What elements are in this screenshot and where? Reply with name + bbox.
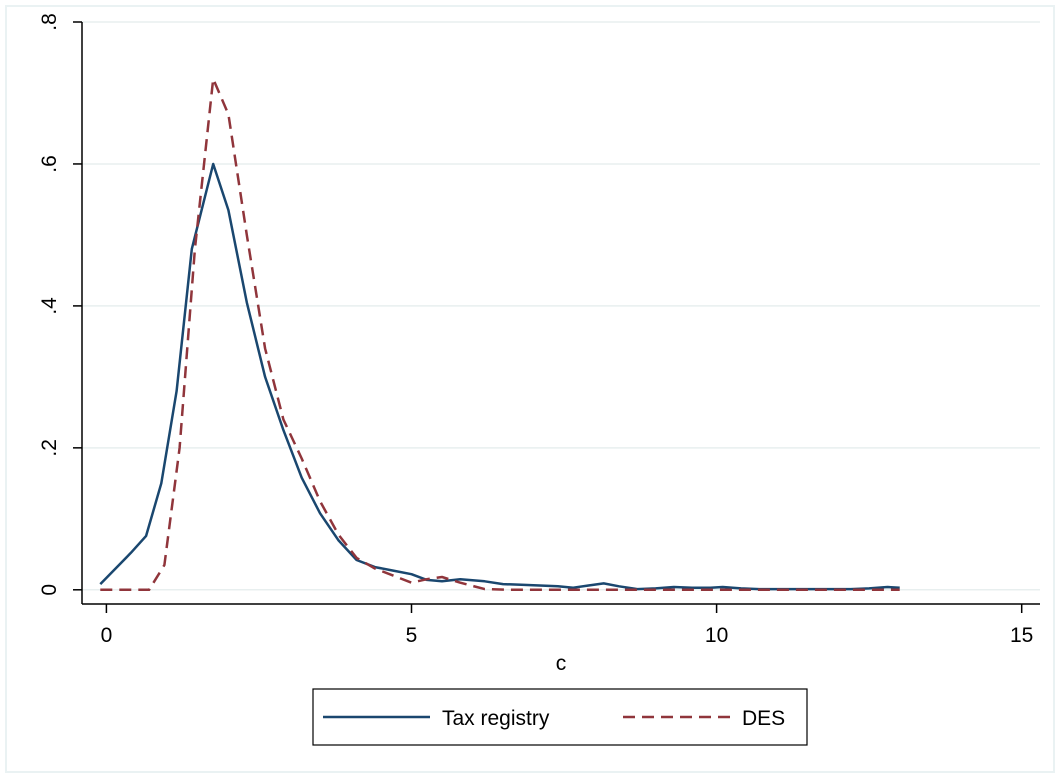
y-tick-label-2: .4 (38, 297, 61, 315)
series-lines (99, 77, 900, 592)
legend-label-tax-registry: Tax registry (442, 707, 550, 730)
x-axis-title: c (556, 652, 567, 675)
y-tick-label-1: .2 (38, 439, 61, 457)
x-tick-label-3: 15 (1010, 624, 1033, 647)
y-axis-ticks: 0 .2 .4 .6 .8 (38, 13, 82, 596)
axes (81, 22, 1040, 605)
y-tick-label-3: .6 (38, 155, 61, 173)
legend-label-des: DES (742, 707, 785, 730)
legend: Tax registry DES (312, 688, 808, 746)
y-tick-label-0: 0 (38, 584, 61, 596)
x-tick-label-1: 5 (406, 624, 418, 647)
x-axis-ticks: 0 5 10 15 (101, 604, 1033, 647)
x-tick-label-0: 0 (101, 624, 113, 647)
chart-outer-frame (5, 5, 1055, 773)
x-tick-label-2: 10 (705, 624, 728, 647)
y-tick-label-4: .8 (38, 13, 61, 31)
